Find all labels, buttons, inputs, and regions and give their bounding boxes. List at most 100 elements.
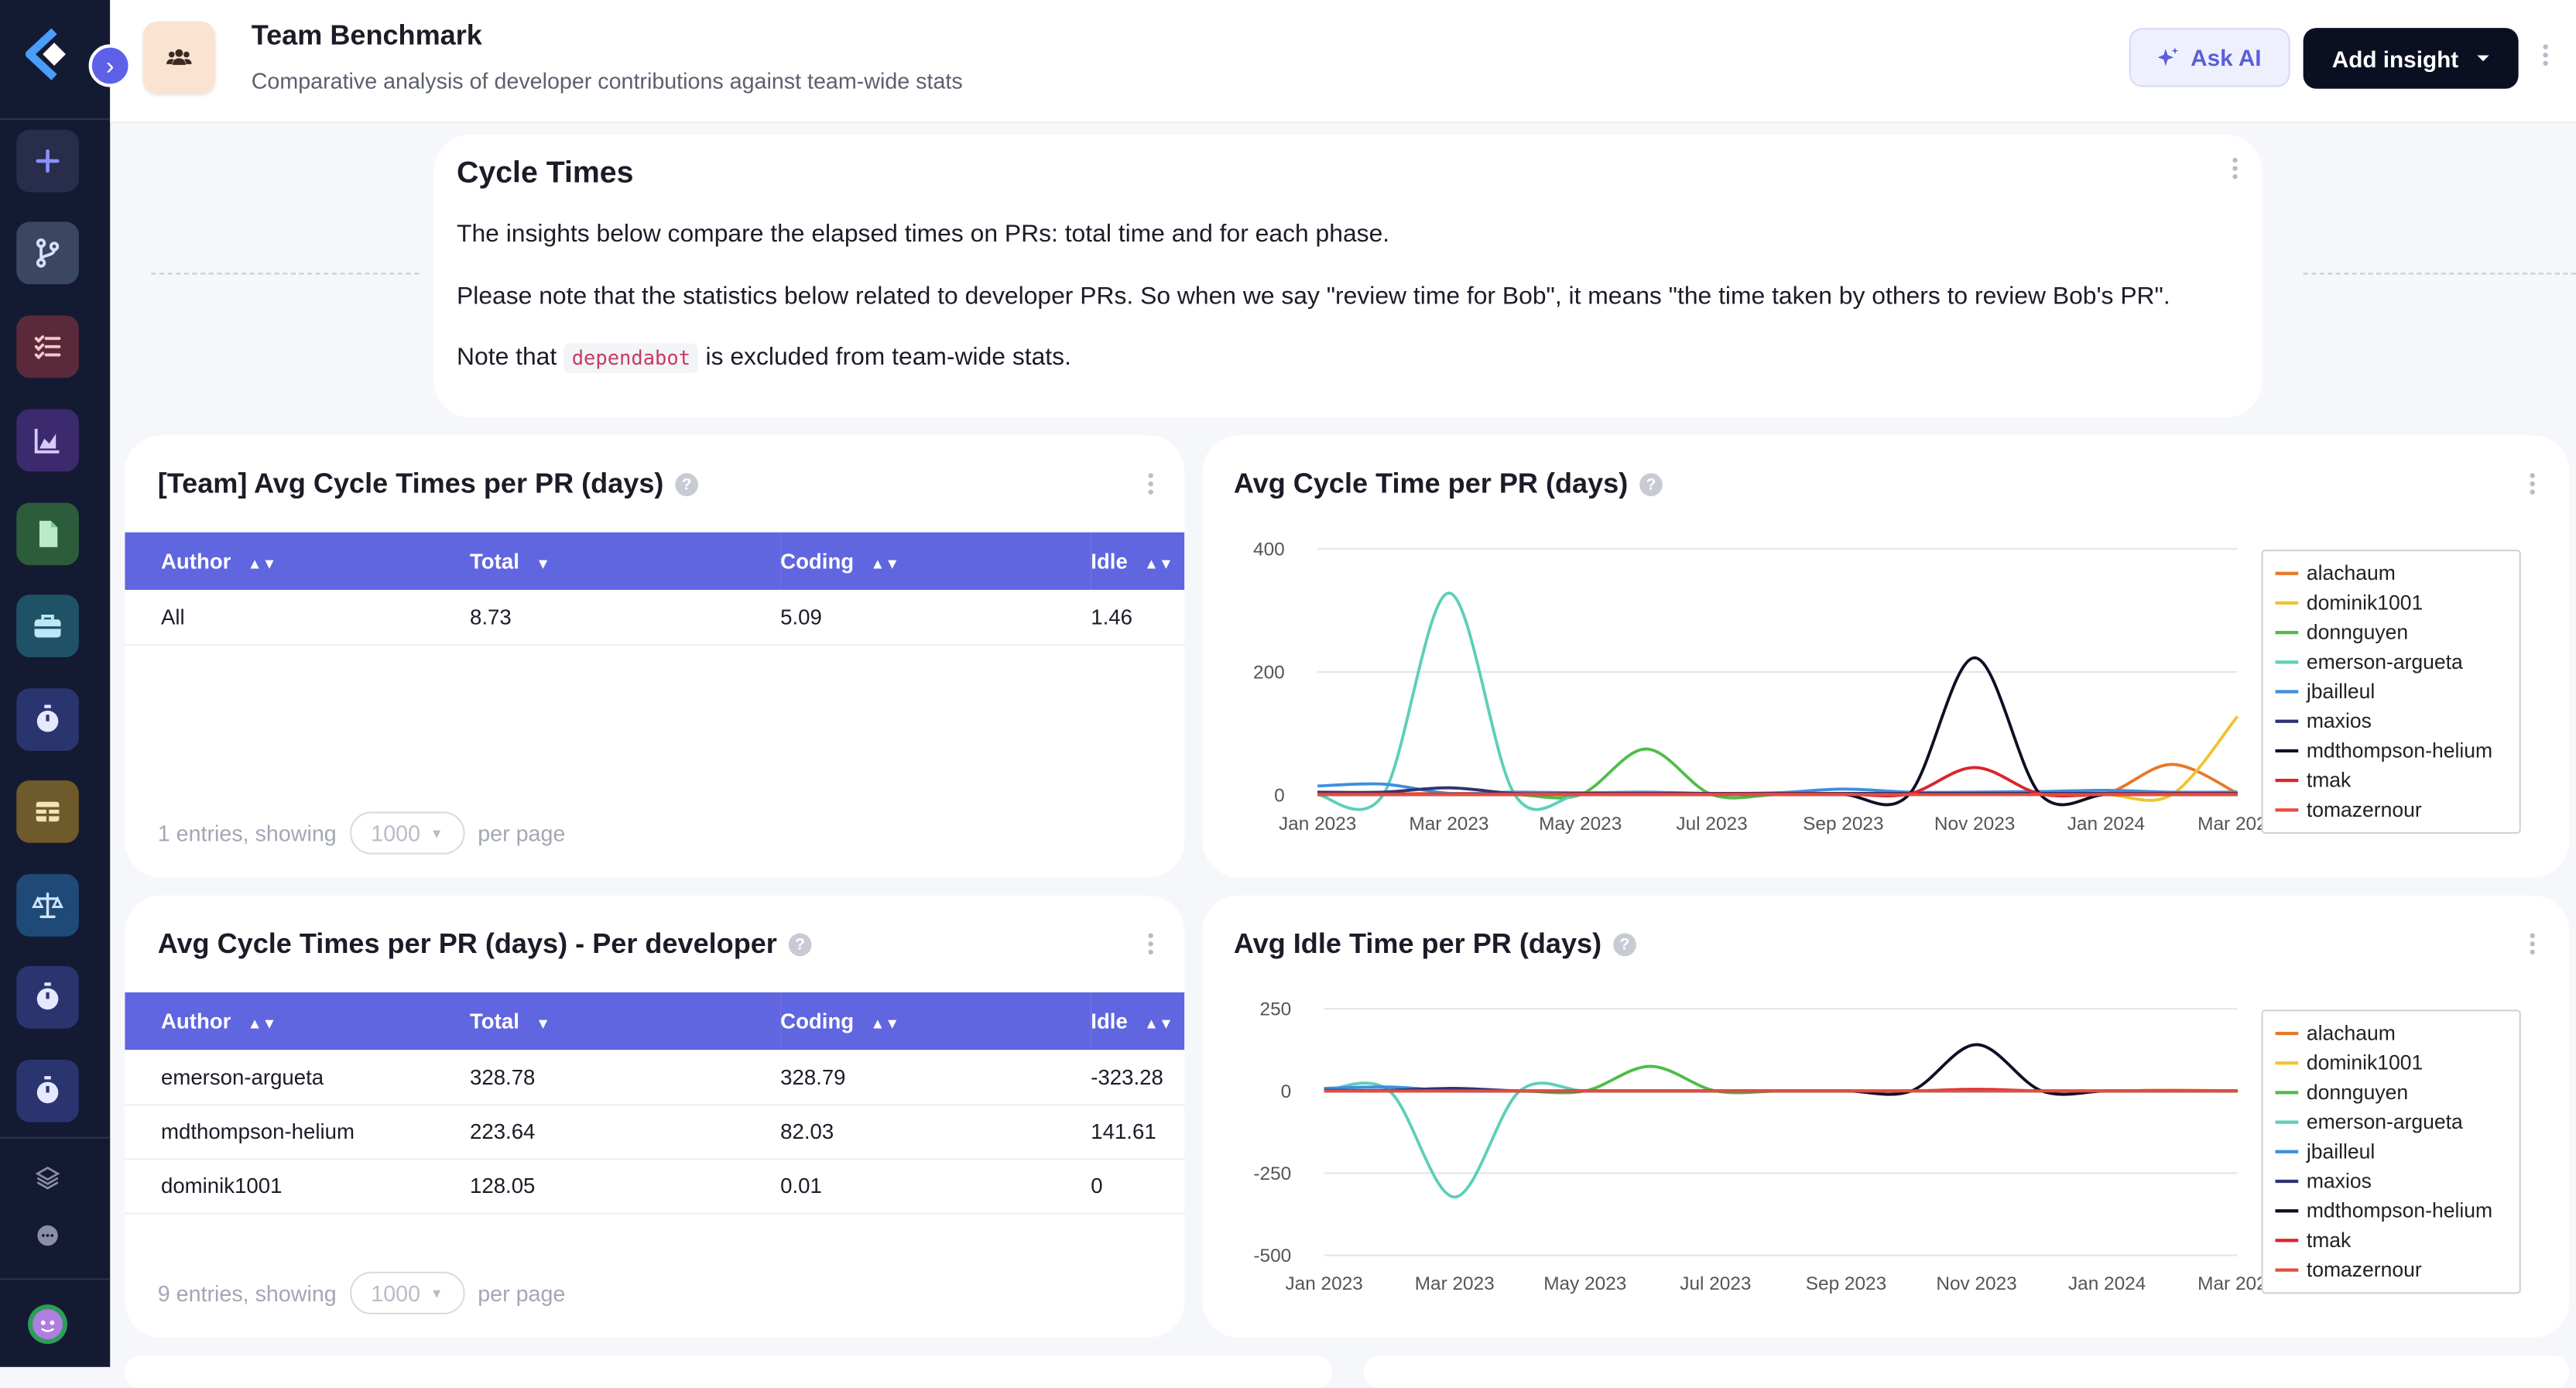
column-header-author[interactable]: Author ▲▼	[160, 1009, 277, 1033]
sidebar-expand-button[interactable]: ›	[88, 44, 132, 87]
page-title: Team Benchmark	[251, 19, 482, 51]
git-branch-icon	[36, 238, 60, 268]
sort-icon: ▲▼	[247, 1014, 277, 1031]
cell-author: dominik1001	[160, 1173, 283, 1198]
add-insight-button[interactable]: Add insight	[2303, 28, 2519, 89]
card-title: Avg Cycle Time per PR (days) ?	[1234, 468, 1663, 501]
column-header-total[interactable]: Total ▼	[470, 548, 551, 574]
page-subtitle: Comparative analysis of developer contri…	[251, 69, 963, 94]
chat-icon[interactable]	[33, 1221, 62, 1250]
y-tick-label: -250	[1253, 1164, 1291, 1184]
legend	[2261, 549, 2521, 835]
avg-idle-time-chart: -500 -250 0 250 Jan 2023 Mar 2023 May 2023 Jul …	[1253, 999, 2521, 1294]
checklist-icon	[34, 335, 61, 360]
section-divider	[151, 272, 420, 275]
legend-label: alachaum	[2307, 1021, 2396, 1044]
x-tick-label: May 2023	[1543, 1273, 1626, 1294]
column-header-coding[interactable]: Coding ▲▼	[780, 1009, 900, 1033]
help-icon[interactable]: ?	[1639, 473, 1663, 496]
x-tick-label: Jul 2023	[1676, 814, 1747, 835]
card-menu-button[interactable]	[2528, 473, 2534, 495]
help-icon[interactable]: ?	[1612, 933, 1636, 957]
column-header-idle[interactable]: Idle ▲▼	[1091, 548, 1173, 574]
legend-label: tmak	[2307, 1229, 2352, 1252]
legend-label: jbailleul	[2306, 680, 2375, 703]
chevron-right-icon: ›	[105, 51, 115, 80]
sidebar-item-table[interactable]	[16, 780, 79, 843]
help-icon[interactable]: ?	[675, 473, 699, 496]
sidebar-add-button[interactable]	[16, 129, 79, 193]
sort-desc-icon: ▼	[536, 1014, 551, 1031]
card-menu-button[interactable]	[1146, 933, 1153, 955]
cell-coding: 0.01	[780, 1173, 822, 1198]
table-header-row: Author ▲▼ Total ▼ Coding ▲▼ Idle ▲▼	[125, 992, 1185, 1050]
scale-balance-icon	[32, 892, 63, 918]
card-menu-button[interactable]	[2528, 933, 2534, 955]
column-header-total[interactable]: Total ▼	[470, 1009, 551, 1033]
column-header-author[interactable]: Author ▲▼	[160, 548, 277, 574]
layers-icon[interactable]	[33, 1164, 62, 1193]
table-row[interactable]: dominik1001 128.05 0.01 0	[125, 1158, 1185, 1213]
card-menu-button[interactable]	[1146, 473, 1153, 495]
briefcase-icon	[34, 614, 61, 638]
sidebar-item-documents[interactable]	[16, 502, 79, 566]
avg-idle-time-chart-card: Avg Idle Time per PR (days) ? -500 -250 0 2…	[1202, 895, 2570, 1338]
cell-idle: -323.28	[1091, 1064, 1163, 1089]
cell-total: 128.05	[470, 1173, 536, 1198]
x-tick-label: Jan 2023	[1285, 1273, 1362, 1294]
sort-icon: ▲▼	[1144, 1014, 1173, 1031]
cell-author: emerson-argueta	[160, 1064, 324, 1089]
sort-icon: ▲▼	[1144, 554, 1173, 571]
plus-icon	[36, 149, 60, 173]
legend-label: maxios	[2307, 1169, 2372, 1192]
x-tick-label: Mar 2023	[1415, 1273, 1495, 1294]
sidebar-item-portfolio[interactable]	[16, 595, 79, 657]
x-tick-label: Sep 2023	[1806, 1273, 1886, 1294]
x-tick-label: Jul 2023	[1680, 1273, 1751, 1294]
table-icon	[36, 801, 60, 822]
x-tick-label: Nov 2023	[1936, 1273, 2016, 1294]
table-row[interactable]: mdthompson-helium 223.64 82.03 141.61	[125, 1104, 1185, 1159]
per-page-select[interactable]: 1000 ▼	[349, 811, 465, 855]
page-menu-button[interactable]	[2541, 44, 2547, 66]
card-title: [Team] Avg Cycle Times per PR (days) ?	[158, 468, 699, 501]
legend-label: jbailleul	[2306, 1140, 2375, 1163]
sort-desc-icon: ▼	[536, 554, 551, 571]
legend-label: tomazernour	[2307, 798, 2422, 821]
x-tick-label: Mar 2023	[1409, 814, 1488, 835]
sidebar-item-tasks[interactable]	[16, 315, 79, 379]
sidebar-item-analytics[interactable]	[16, 409, 79, 472]
per-page-label: per page	[478, 821, 566, 845]
column-header-coding[interactable]: Coding ▲▼	[780, 548, 900, 574]
table-row[interactable]: emerson-argueta 328.78 328.79 -323.28	[125, 1050, 1185, 1105]
sidebar-item-timer-1[interactable]	[16, 688, 79, 751]
x-tick-label: Jan 2024	[2068, 1273, 2146, 1294]
sidebar-item-benchmark[interactable]	[16, 874, 79, 937]
legend-label: emerson-argueta	[2307, 1110, 2463, 1133]
dev-table-title: Avg Cycle Times per PR (days) - Per deve…	[157, 928, 777, 960]
y-tick-label: 200	[1253, 663, 1285, 684]
sort-icon: ▲▼	[247, 554, 277, 571]
x-tick-label: Jan 2024	[2067, 814, 2145, 835]
note-menu-button[interactable]	[2231, 157, 2237, 180]
table-footer: 1 entries, showing 1000 ▼ per page	[158, 811, 566, 855]
note-line-2: Please note that the statistics below re…	[457, 283, 2170, 311]
legend-label: tomazernour	[2307, 1258, 2422, 1281]
sidebar-item-timer-3[interactable]	[16, 1059, 79, 1122]
column-header-idle[interactable]: Idle ▲▼	[1091, 1009, 1173, 1033]
app-logo-icon[interactable]	[22, 26, 77, 82]
sidebar-item-timer-2[interactable]	[16, 965, 79, 1029]
ask-ai-button[interactable]: Ask AI	[2129, 28, 2290, 87]
legend	[2261, 1009, 2521, 1294]
sort-icon: ▲▼	[870, 554, 900, 571]
series-line-emerson-argueta	[1324, 1081, 2238, 1199]
sidebar-item-pull-requests[interactable]	[16, 221, 79, 285]
cell-author: All	[160, 604, 185, 629]
per-page-select[interactable]: 1000 ▼	[349, 1271, 465, 1314]
avatar[interactable]	[28, 1304, 68, 1345]
table-row[interactable]: All 8.73 5.09 1.46	[125, 590, 1185, 644]
legend-label: emerson-argueta	[2307, 650, 2463, 673]
help-icon[interactable]: ?	[788, 933, 812, 957]
legend-label: tmak	[2307, 769, 2352, 792]
cell-idle: 141.61	[1091, 1119, 1156, 1144]
